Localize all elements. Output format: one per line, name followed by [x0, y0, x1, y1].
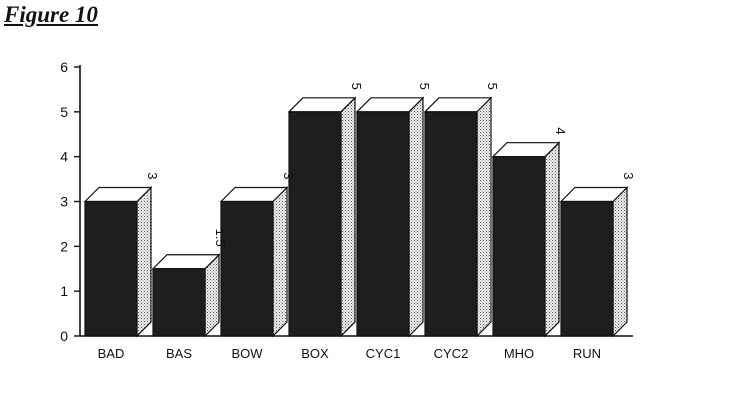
bar-front	[152, 268, 206, 337]
bar-bas	[151, 253, 221, 338]
figure-title: Figure 10	[4, 2, 98, 27]
x-tick-label: CYC1	[366, 346, 401, 361]
x-tick-label: RUN	[573, 346, 601, 361]
bar-cyc1	[355, 96, 425, 338]
bar-bad	[83, 186, 153, 338]
data-label: 4	[553, 127, 568, 134]
x-tick-label: CYC2	[434, 346, 469, 361]
y-tick-label: 4	[60, 149, 68, 165]
x-tick-label: BAD	[98, 346, 125, 361]
data-label: 5	[349, 83, 364, 90]
x-tick-label: MHO	[504, 346, 534, 361]
bar-cyc2	[423, 96, 493, 338]
bar-side	[408, 96, 424, 338]
y-tick-label: 3	[60, 194, 68, 210]
bar-run	[559, 186, 629, 338]
bars	[83, 96, 629, 338]
bar-front	[492, 156, 546, 337]
bar-front	[356, 111, 410, 337]
y-tick-label: 2	[60, 238, 68, 254]
labels: 0 1 2 3 4 5 6 BAD 3 BAS 1.5 BOW 3 BOX 5 CYC1 5 CYC2 5 MHO 4 R…	[60, 59, 636, 361]
y-tick-label: 5	[60, 104, 68, 120]
bar-front	[424, 111, 478, 337]
data-label: 1.5	[213, 229, 228, 247]
bar-mho	[491, 141, 561, 338]
bar-side	[612, 186, 628, 338]
bar-side	[272, 186, 288, 338]
bar-front	[288, 111, 342, 337]
bar-side	[340, 96, 356, 338]
x-tick-label: BOX	[301, 346, 329, 361]
bar-side	[476, 96, 492, 338]
bar-bow	[219, 186, 289, 338]
bar-side	[544, 141, 560, 338]
data-label: 3	[145, 172, 160, 179]
data-label: 3	[621, 172, 636, 179]
y-tick-label: 1	[60, 283, 68, 299]
data-label: 5	[485, 83, 500, 90]
bar-front	[220, 200, 274, 337]
bar-front	[84, 200, 138, 337]
y-tick-label: 0	[60, 328, 68, 344]
x-tick-label: BAS	[166, 346, 192, 361]
x-tick-label: BOW	[231, 346, 263, 361]
y-tick-label: 6	[60, 59, 68, 75]
data-label: 5	[417, 83, 432, 90]
bar-box	[287, 96, 357, 338]
bar-front	[560, 200, 614, 337]
bar-side	[136, 186, 152, 338]
data-label: 3	[281, 172, 296, 179]
